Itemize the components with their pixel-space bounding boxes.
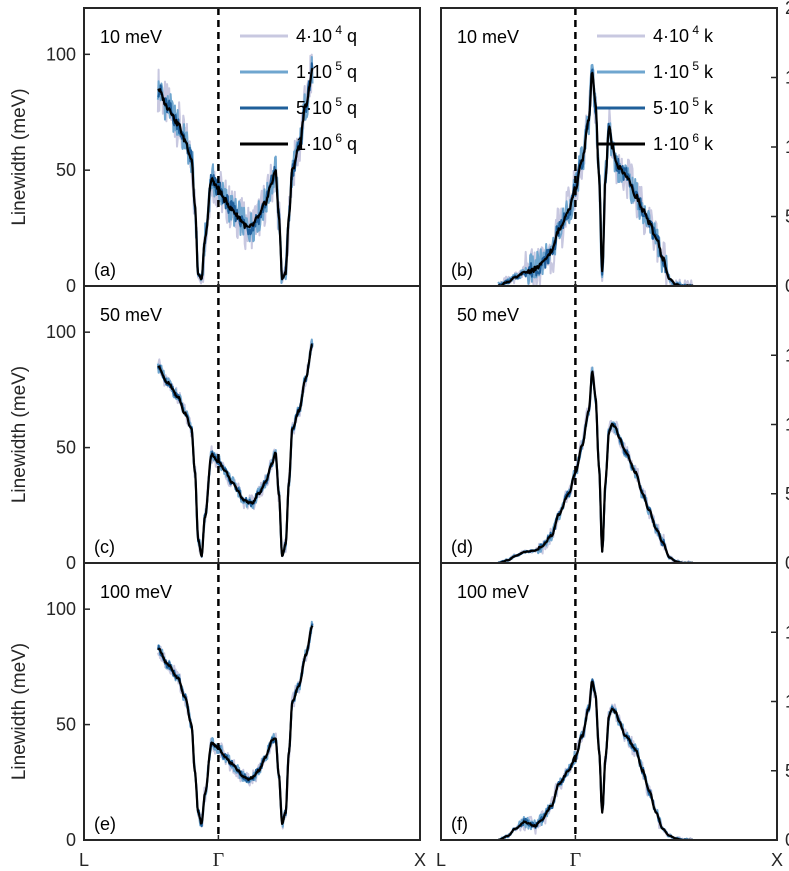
- y-tick-label: 20: [785, 0, 789, 18]
- y-tick-label: 10: [785, 137, 789, 157]
- y-tick-label: 100: [46, 599, 76, 619]
- y-tick-label: 0: [785, 553, 789, 573]
- y-tick-label: 5: [785, 761, 789, 781]
- legend-entry: 4·10 4 q: [296, 23, 357, 46]
- series-line: [156, 53, 314, 285]
- y-tick-label: 15: [785, 68, 789, 88]
- series-line: [157, 625, 314, 826]
- energy-annotation: 50 meV: [100, 305, 162, 325]
- y-tick-label: 0: [785, 830, 789, 850]
- x-tick-label: L: [436, 850, 446, 870]
- panel-label: (e): [94, 814, 116, 834]
- series-group: [497, 678, 694, 840]
- panel-e: 0 50 100 Linewidth (meV) 100 meV (e)L Γ X: [9, 562, 426, 871]
- panel-label: (b): [451, 260, 473, 280]
- energy-annotation: 10 meV: [457, 27, 519, 47]
- legend-entry: 1·10 5 q: [296, 59, 357, 82]
- y-tick-label: 0: [785, 276, 789, 296]
- axes-frame: [440, 7, 778, 287]
- axes-frame: [83, 562, 421, 841]
- axes-frame: [440, 562, 778, 841]
- series-line: [157, 67, 314, 281]
- y-tick-label: 50: [56, 438, 76, 458]
- panel-a: 0 50 100 Linewidth (meV) 10 meV (a) 4·10 4 q 1·…: [9, 7, 421, 296]
- series-group: [497, 63, 694, 286]
- panel-label: (d): [451, 537, 473, 557]
- panel-label: (a): [94, 260, 116, 280]
- y-tick-label: 100: [46, 322, 76, 342]
- energy-annotation: 100 meV: [100, 582, 172, 602]
- series-line: [156, 338, 314, 557]
- series-line: [157, 620, 314, 828]
- legend-entry: 1·10 6 q: [296, 131, 357, 154]
- y-tick-label: 5: [785, 484, 789, 504]
- axes-frame: [83, 285, 421, 564]
- series-line: [497, 71, 694, 286]
- y-axis-label: Linewidth (meV): [9, 88, 30, 225]
- x-tick-label: Γ: [570, 849, 582, 871]
- y-tick-label: 15: [785, 345, 789, 365]
- panel-d: 0 5 10 15 50 meV (d): [440, 285, 789, 573]
- y-tick-label: 0: [66, 830, 76, 850]
- series-line: [157, 62, 314, 281]
- panel-label: (f): [451, 814, 468, 834]
- legend-entry: 1·10 6 k: [653, 131, 714, 154]
- series-group: [497, 366, 694, 563]
- legend-entry: 5·10 5 q: [296, 95, 357, 118]
- series-line: [156, 343, 314, 558]
- legend-entry: 4·10 4 k: [653, 23, 714, 46]
- series-line: [156, 56, 314, 284]
- series-group: [156, 338, 314, 558]
- legend-entry: 5·10 5 k: [653, 95, 714, 118]
- energy-annotation: 100 meV: [457, 582, 529, 602]
- x-tick-label: X: [414, 850, 426, 870]
- series-line: [497, 370, 694, 563]
- y-axis-label: Linewidth (meV): [9, 366, 30, 503]
- legend: 4·10 4 k 1·10 5 k 5·10 5 k 1·10 6 k: [597, 23, 714, 154]
- series-line: [157, 343, 313, 558]
- y-tick-label: 15: [785, 622, 789, 642]
- y-tick-label: 50: [56, 715, 76, 735]
- panel-c: 0 50 100 Linewidth (meV) 50 meV (c): [9, 285, 421, 573]
- y-tick-label: 10: [785, 692, 789, 712]
- y-axis-label: Linewidth (meV): [9, 643, 30, 780]
- series-group: [156, 53, 314, 285]
- series-line: [497, 680, 694, 840]
- panel-f: 0 5 10 15 100 meV (f) L Γ X: [436, 562, 789, 871]
- series-line: [156, 622, 314, 830]
- series-line: [157, 340, 314, 558]
- y-tick-label: 0: [66, 276, 76, 296]
- y-tick-label: 50: [56, 160, 76, 180]
- x-tick-label: L: [79, 850, 89, 870]
- y-tick-label: 100: [46, 44, 76, 64]
- y-tick-label: 0: [66, 553, 76, 573]
- y-tick-label: 5: [785, 207, 789, 227]
- legend-entry: 1·10 5 k: [653, 59, 714, 82]
- x-tick-label: X: [771, 850, 783, 870]
- panel-label: (c): [94, 537, 115, 557]
- legend: 4·10 4 q 1·10 5 q 5·10 5 q 1·10 6 q: [240, 23, 357, 154]
- energy-annotation: 50 meV: [457, 305, 519, 325]
- y-tick-label: 10: [785, 415, 789, 435]
- panel-b: 0 5 10 15 20 10 meV (b) 4·10 4 k 1·10 5 k 5·10 5 …: [440, 0, 789, 296]
- series-line: [156, 623, 314, 827]
- x-tick-label: Γ: [213, 849, 225, 871]
- energy-annotation: 10 meV: [100, 27, 162, 47]
- series-group: [156, 620, 314, 830]
